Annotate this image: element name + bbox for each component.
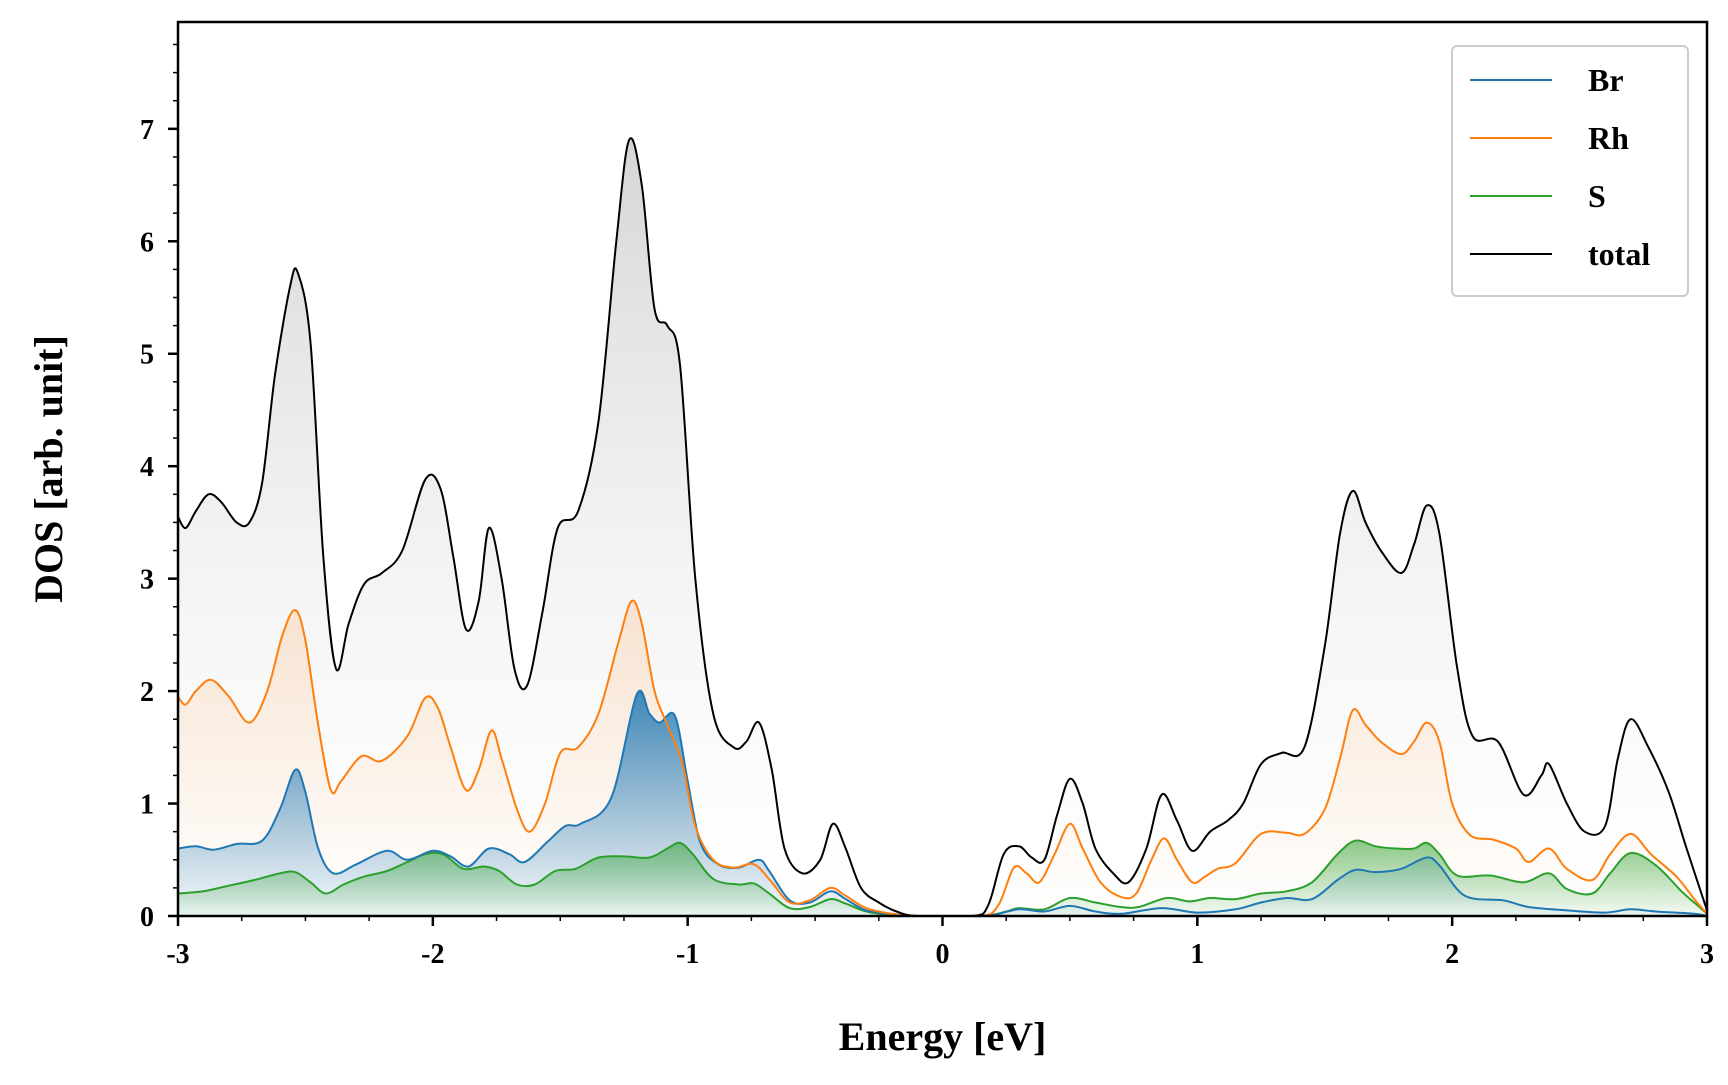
x-axis-ticks: -3 -2 -1 0 1 2 3: [166, 916, 1714, 970]
legend-label-rh: Rh: [1588, 120, 1629, 156]
x-tick-label: 0: [936, 939, 950, 970]
y-tick-label: 2: [140, 677, 154, 708]
x-tick-label: 1: [1190, 939, 1204, 970]
line-total: [177, 137, 1708, 917]
y-tick-label: 6: [140, 227, 154, 258]
fill-br: [178, 690, 1707, 916]
legend-label-s: S: [1588, 178, 1606, 214]
y-tick-label: 1: [140, 790, 154, 821]
x-tick-label: -1: [676, 939, 699, 970]
legend-box: [1451, 45, 1689, 297]
y-tick-label: 5: [140, 340, 154, 371]
legend-label-total: total: [1588, 236, 1650, 272]
fill-s: [178, 840, 1707, 916]
x-tick-label: -3: [166, 939, 189, 970]
x-tick-label: 2: [1445, 939, 1459, 970]
line-rh: [177, 599, 1708, 917]
legend-label-br: Br: [1588, 62, 1624, 98]
x-tick-label: 3: [1700, 939, 1714, 970]
x-tick-label: -2: [421, 939, 444, 970]
y-tick-label: 7: [140, 115, 154, 146]
x-axis-title: Energy [eV]: [839, 1014, 1047, 1059]
fill-total: [178, 138, 1707, 916]
y-tick-label: 4: [140, 452, 154, 483]
y-tick-label: 3: [140, 565, 154, 596]
series-lines: [177, 137, 1708, 917]
y-tick-label: 0: [140, 902, 154, 933]
y-axis-title: DOS [arb. unit]: [26, 335, 71, 603]
area-fills: [178, 138, 1707, 916]
y-axis-ticks: 0 1 2 3 4 5 6 7: [140, 43, 178, 933]
